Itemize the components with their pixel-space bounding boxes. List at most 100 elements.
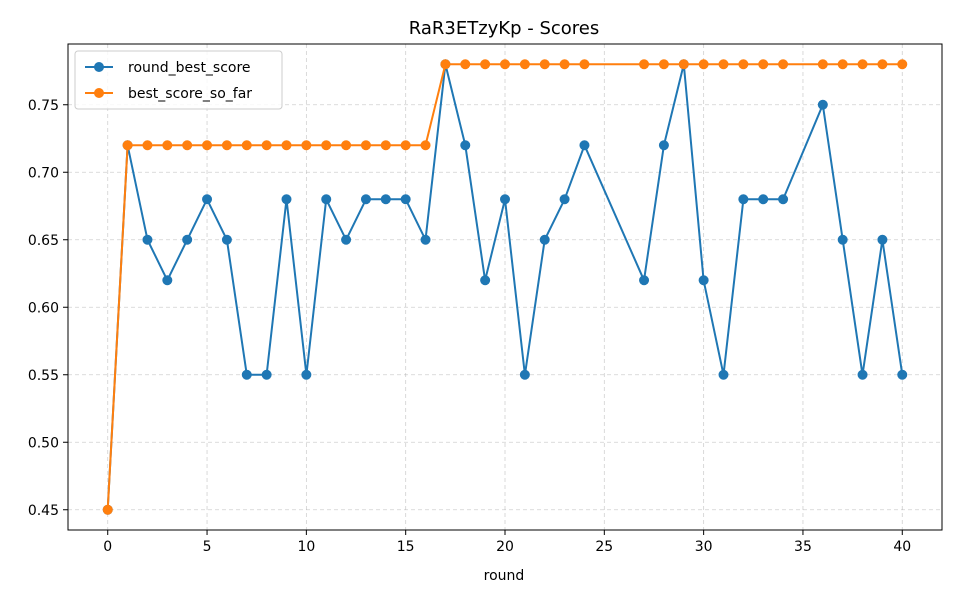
- legend: round_best_score best_score_so_far: [74, 50, 283, 110]
- x-tick-label: 35: [794, 539, 812, 555]
- data-point: [559, 194, 570, 205]
- data-point: [678, 59, 689, 70]
- x-tick-label: 0: [103, 539, 112, 555]
- data-point: [877, 234, 888, 245]
- data-point: [122, 140, 133, 151]
- y-tick-label: 0.60: [28, 300, 59, 316]
- data-point: [698, 59, 709, 70]
- data-point: [142, 234, 153, 245]
- legend-box: [74, 50, 283, 110]
- data-point: [420, 234, 431, 245]
- data-point: [281, 140, 292, 151]
- data-point: [738, 194, 749, 205]
- data-point: [658, 59, 669, 70]
- data-point: [162, 140, 173, 151]
- data-point: [758, 59, 769, 70]
- data-point: [817, 99, 828, 110]
- legend-label-round-best: round_best_score: [128, 60, 251, 76]
- data-point: [698, 275, 709, 286]
- data-point: [519, 59, 530, 70]
- data-point: [738, 59, 749, 70]
- data-point: [301, 140, 312, 151]
- x-tick-label: 25: [595, 539, 613, 555]
- data-point: [241, 140, 252, 151]
- x-tick-label: 10: [297, 539, 315, 555]
- data-point: [817, 59, 828, 70]
- data-point: [202, 194, 213, 205]
- data-point: [539, 59, 550, 70]
- x-tick-label: 5: [203, 539, 212, 555]
- data-point: [162, 275, 173, 286]
- data-point: [897, 369, 908, 380]
- data-point: [102, 504, 113, 515]
- data-point: [460, 59, 471, 70]
- data-point: [778, 59, 789, 70]
- data-point: [857, 59, 868, 70]
- y-tick-label: 0.75: [28, 98, 59, 114]
- y-tick-label: 0.45: [28, 503, 59, 519]
- data-point: [539, 234, 550, 245]
- series-layer: [102, 59, 908, 515]
- data-point: [837, 59, 848, 70]
- x-tick-label: 20: [496, 539, 514, 555]
- data-point: [321, 194, 332, 205]
- data-point: [837, 234, 848, 245]
- legend-label-best-so-far: best_score_so_far: [128, 86, 252, 102]
- data-point: [897, 59, 908, 70]
- y-tick-label: 0.55: [28, 368, 59, 384]
- data-point: [579, 140, 590, 151]
- data-point: [360, 140, 371, 151]
- data-point: [559, 59, 570, 70]
- data-point: [857, 369, 868, 380]
- data-point: [480, 275, 491, 286]
- data-point: [480, 59, 491, 70]
- data-point: [261, 369, 272, 380]
- data-point: [440, 59, 451, 70]
- chart-title: RaR3ETzyKp - Scores: [409, 18, 600, 39]
- data-point: [221, 234, 232, 245]
- data-point: [718, 369, 729, 380]
- data-point: [639, 59, 650, 70]
- data-point: [241, 369, 252, 380]
- data-point: [778, 194, 789, 205]
- axis-ticks: 0 5 10 15 20 25 30 35 40 0.45 0.50 0.55 0.60 0.65 0.70…: [28, 98, 911, 555]
- data-point: [202, 140, 213, 151]
- data-point: [142, 140, 153, 151]
- data-point: [579, 59, 590, 70]
- data-point: [321, 140, 332, 151]
- legend-marker-round-best: [94, 62, 104, 72]
- data-point: [877, 59, 888, 70]
- x-tick-label: 40: [893, 539, 911, 555]
- data-point: [261, 140, 272, 151]
- data-point: [400, 194, 411, 205]
- y-tick-label: 0.70: [28, 165, 59, 181]
- data-point: [380, 140, 391, 151]
- data-point: [500, 59, 510, 70]
- data-point: [519, 369, 530, 380]
- y-tick-label: 0.65: [28, 233, 59, 249]
- data-point: [460, 140, 471, 151]
- grid: [68, 44, 942, 530]
- data-point: [281, 194, 292, 205]
- legend-marker-best-so-far: [94, 88, 104, 98]
- data-point: [400, 140, 411, 151]
- data-point: [639, 275, 650, 286]
- data-point: [182, 140, 193, 151]
- series-round_best_score: [102, 59, 908, 515]
- x-tick-label: 30: [695, 539, 713, 555]
- data-point: [182, 234, 193, 245]
- y-tick-label: 0.50: [28, 435, 59, 451]
- series-best_score_so_far: [102, 59, 908, 515]
- data-point: [221, 140, 232, 151]
- data-point: [360, 194, 371, 205]
- data-point: [718, 59, 729, 70]
- data-point: [380, 194, 391, 205]
- data-point: [758, 194, 769, 205]
- x-axis-label: round: [484, 568, 525, 584]
- data-point: [500, 194, 510, 205]
- data-point: [301, 369, 312, 380]
- data-point: [341, 140, 352, 151]
- x-tick-label: 15: [397, 539, 415, 555]
- data-point: [341, 234, 352, 245]
